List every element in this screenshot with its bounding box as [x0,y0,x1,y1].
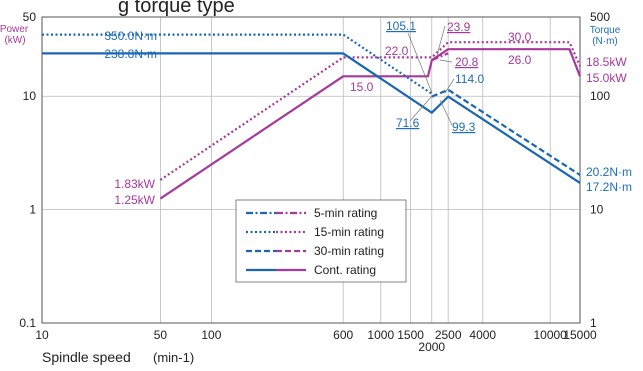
torque-series-line-2 [431,88,581,176]
torque-tick-label: 100 [590,89,610,103]
legend-label: 15-min rating [314,225,384,239]
power-series-line-0 [159,41,582,181]
torque-axis-label: Torque [590,25,621,36]
torque-202-end-label: 20.2N·m [586,165,632,179]
leader-line-0 [407,32,433,94]
power-22-label: 22.0 [385,44,409,58]
series-lines [42,33,582,200]
power-30-label: 30.0 [508,30,532,44]
leader-line-2 [439,99,453,126]
power-185-end-label: 18.5kW [586,55,627,69]
legend: 5-min rating 15-min rating 30-min rating Co… [235,199,407,283]
power-tick-label: 1 [29,203,36,217]
power-23-label: 23.9 [447,20,471,34]
torque-99-label: 99.3 [452,120,476,134]
power-tick-label: 50 [23,10,37,24]
power-axis-label: Power [0,24,29,35]
legend-label: 30-min rating [314,244,384,258]
torque-172-end-label: 17.2N·m [586,180,632,194]
header-title: g torque type [118,0,235,17]
annotations: 350.0N·m 238.8N·m 1.83kW 1.25kW 105.1 71.6 99.… [104,19,632,207]
torque-series-line-1 [42,52,581,184]
x-tick-label: 1000 [367,328,394,342]
x-tick-label: 15000 [563,328,597,342]
power-150-end-label: 15.0kW [586,71,627,85]
torque-series-line-0 [42,33,433,95]
power-tick-label: 0.1 [19,316,36,330]
x-axis-label: Spindle speed [42,349,131,365]
leader-line-4 [436,25,446,56]
torque-cont-label: 238.8N·m [104,47,157,61]
x-axis-unit: (min-1) [153,350,194,365]
power-tick-label: 10 [23,89,37,103]
legend-label: Cont. rating [314,263,376,277]
torque-105-label: 105.1 [386,19,416,33]
plot-frame [41,16,581,324]
power-26-label: 26.0 [508,53,532,67]
torque-15min-label: 350.0N·m [104,29,157,43]
leader-line-3 [444,78,455,94]
x-tick-label: 4000 [469,328,496,342]
x-tick-label: 2500 [435,328,462,342]
torque-71-label: 71.6 [396,116,420,130]
torque-tick-label: 10 [590,203,604,217]
grid [42,17,580,323]
leader-line-1 [409,95,433,122]
power-axis-unit: (kW) [4,35,25,46]
x-tick-label: 10 [35,328,49,342]
x-tick-label: 2000 [418,340,445,354]
x-tick-label: 600 [333,328,353,342]
torque-axis-unit: (N·m) [592,36,618,47]
power-15-label: 15.0 [350,80,374,94]
power-cont-start-label: 1.25kW [114,193,155,207]
x-tick-label: 50 [154,328,168,342]
torque-tick-label: 500 [590,10,610,24]
torque-tick-label: 1 [590,316,597,330]
leader-line-5 [439,59,453,63]
x-tick-label: 1500 [397,328,424,342]
torque-114-label: 114.0 [455,72,484,86]
power-series-line-2 [431,52,449,62]
x-tick-label: 10000 [533,328,567,342]
power-20-label: 20.8 [455,55,479,69]
legend-label: 5-min rating [314,206,377,220]
x-tick-label: 100 [201,328,221,342]
power-15min-start-label: 1.83kW [114,177,155,191]
